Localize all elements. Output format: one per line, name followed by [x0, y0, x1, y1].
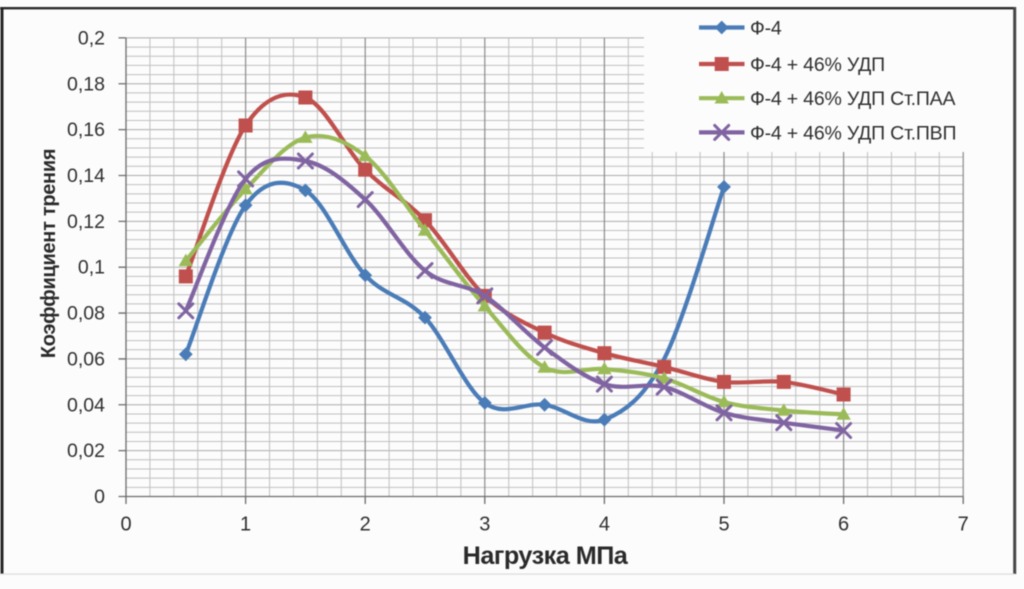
- svg-text:0: 0: [120, 514, 131, 536]
- svg-text:Ф-4: Ф-4: [750, 18, 782, 40]
- svg-text:0,16: 0,16: [67, 119, 105, 141]
- svg-text:3: 3: [479, 514, 490, 536]
- svg-text:5: 5: [718, 514, 729, 536]
- svg-text:0,06: 0,06: [67, 348, 105, 370]
- svg-text:0,1: 0,1: [78, 257, 105, 279]
- svg-text:0,04: 0,04: [67, 394, 105, 416]
- svg-text:0,14: 0,14: [67, 165, 105, 187]
- svg-text:6: 6: [838, 514, 849, 536]
- svg-text:0,18: 0,18: [67, 73, 105, 95]
- svg-text:4: 4: [599, 514, 610, 536]
- svg-text:Ф-4 + 46% УДП: Ф-4 + 46% УДП: [750, 54, 885, 76]
- svg-text:1: 1: [240, 514, 251, 536]
- svg-text:Ф-4 + 46% УДП Ст.ПАА: Ф-4 + 46% УДП Ст.ПАА: [750, 88, 955, 110]
- svg-text:Коэффициент трения: Коэффициент трения: [38, 149, 60, 358]
- svg-text:Ф-4 + 46% УДП Ст.ПВП: Ф-4 + 46% УДП Ст.ПВП: [750, 122, 956, 144]
- svg-text:2: 2: [360, 514, 371, 536]
- svg-text:0,02: 0,02: [67, 440, 105, 462]
- svg-text:0,08: 0,08: [67, 303, 105, 325]
- svg-text:0,12: 0,12: [67, 211, 105, 233]
- svg-text:0: 0: [94, 486, 105, 508]
- svg-text:7: 7: [958, 514, 969, 536]
- svg-text:0,2: 0,2: [78, 27, 105, 49]
- svg-text:Нагрузка МПа: Нагрузка МПа: [463, 542, 629, 570]
